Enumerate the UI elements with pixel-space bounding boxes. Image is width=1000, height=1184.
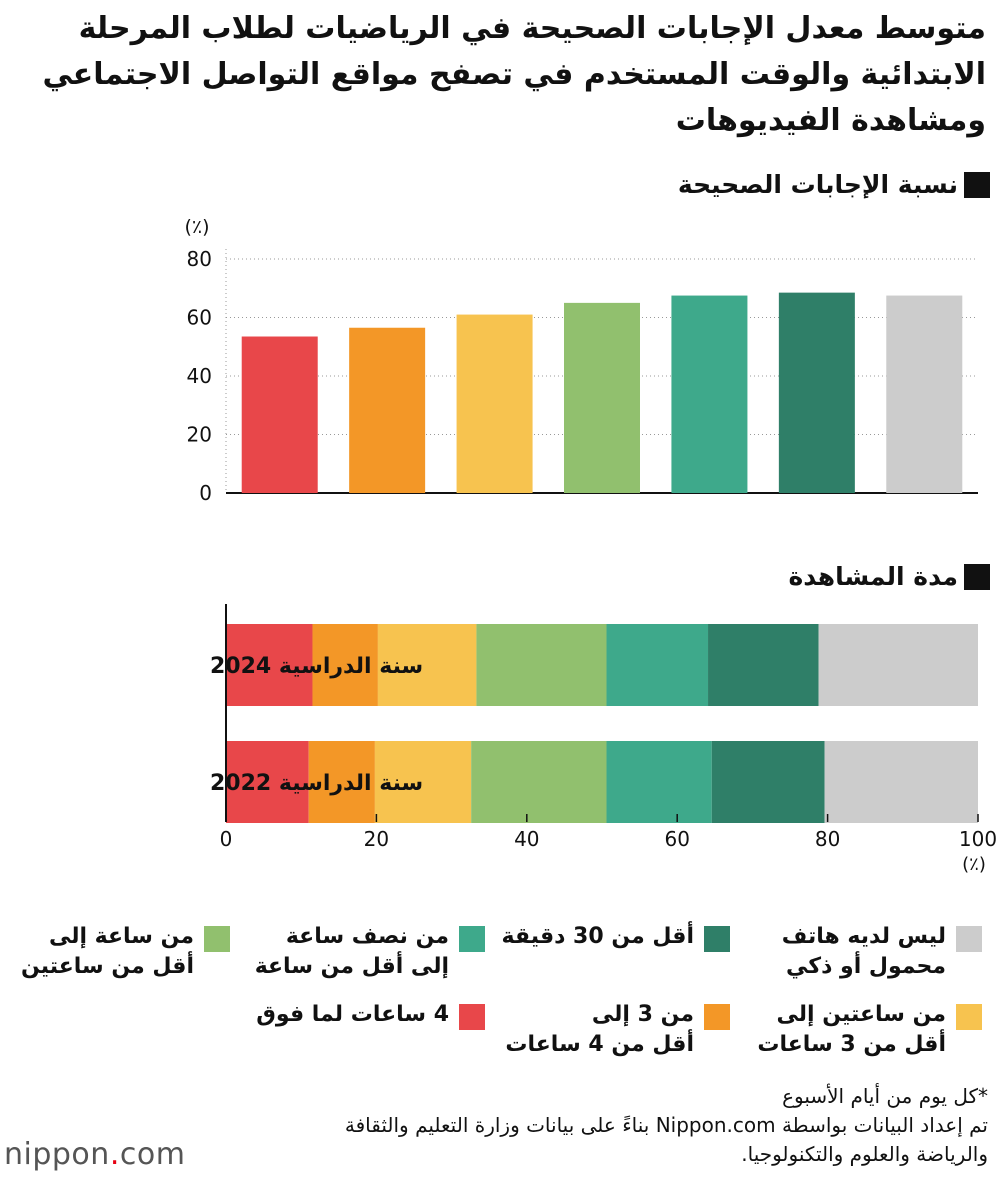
section-title-correct-rate-label: نسبة الإجابات الصحيحة	[677, 170, 958, 199]
legend-label: من ساعتين إلى أقل من 3 ساعات	[757, 1002, 946, 1057]
bar	[886, 295, 963, 493]
legend-label: من ساعة إلى أقل من ساعتين	[20, 924, 194, 979]
legend-label: 4 ساعات لما فوق	[256, 1002, 449, 1027]
bar	[778, 292, 855, 493]
legend: ليس لديه هاتف محمول أو ذكي أقل من 30 دقيق…	[0, 922, 1000, 1072]
legend-swatch	[704, 926, 730, 952]
legend-item: 4 ساعات لما فوق	[256, 1000, 485, 1030]
bar	[456, 314, 533, 493]
legend-label: من 3 إلى أقل من 4 ساعات	[505, 1002, 694, 1057]
stacked-segment	[312, 624, 378, 706]
y-tick-label: 60	[187, 306, 212, 330]
x-tick-label: 100	[959, 827, 997, 851]
logo-dot: .	[109, 1137, 120, 1172]
legend-item: من 3 إلى أقل من 4 ساعات	[505, 1000, 730, 1060]
section-marker-icon	[964, 171, 990, 198]
notes: *كل يوم من أيام الأسبوع تم إعداد البيانا…	[288, 1082, 988, 1169]
bar	[671, 295, 748, 493]
stacked-segment	[374, 741, 472, 823]
logo-text-main: nippon	[4, 1137, 110, 1172]
y-unit-label: (٪)	[184, 216, 209, 238]
legend-swatch	[459, 926, 485, 952]
logo-text-suffix: com	[119, 1137, 186, 1172]
row-label: سنة الدراسية 2024	[210, 654, 423, 679]
section-title-viewing-time: مدة المشاهدة	[789, 562, 990, 591]
legend-item: أقل من 30 دقيقة	[502, 922, 730, 952]
bar	[241, 336, 318, 493]
stacked-segment	[824, 741, 978, 823]
x-tick-label: 80	[815, 827, 840, 851]
stacked-segment	[377, 624, 477, 706]
y-tick-label: 20	[187, 423, 212, 447]
y-tick-label: 40	[187, 364, 212, 388]
legend-label: من نصف ساعة إلى أقل من ساعة	[254, 924, 449, 979]
stacked-segment	[226, 624, 313, 706]
x-tick-label: 0	[220, 827, 233, 851]
stacked-segment	[708, 624, 819, 706]
footnote: *كل يوم من أيام الأسبوع	[782, 1084, 988, 1108]
stacked-segment	[308, 741, 375, 823]
legend-item: ليس لديه هاتف محمول أو ذكي	[782, 922, 982, 982]
legend-swatch	[459, 1004, 485, 1030]
legend-label: أقل من 30 دقيقة	[501, 924, 694, 949]
legend-swatch	[956, 1004, 982, 1030]
source-note: تم إعداد البيانات بواسطة Nippon.com بناء…	[344, 1113, 988, 1166]
bar	[349, 327, 426, 493]
stacked-segment	[606, 741, 712, 823]
y-axis: 0 20 40 60 80 (٪)	[184, 216, 227, 505]
x-tick-label: 60	[664, 827, 689, 851]
legend-item: من نصف ساعة إلى أقل من ساعة	[255, 922, 485, 982]
section-title-correct-rate: نسبة الإجابات الصحيحة	[678, 170, 990, 199]
y-tick-label: 0	[199, 481, 212, 505]
legend-item: من ساعتين إلى أقل من 3 ساعات	[757, 1000, 982, 1060]
legend-swatch	[204, 926, 230, 952]
viewing-time-stacked-chart: سنة الدراسية 2024 سنة الدراسية 2022 0 20 40 6…	[210, 604, 997, 875]
stacked-segment	[226, 741, 309, 823]
stacked-segment	[711, 741, 825, 823]
stacked-bar-series	[226, 624, 978, 823]
stacked-segment	[476, 624, 607, 706]
legend-label: ليس لديه هاتف محمول أو ذكي	[781, 924, 946, 979]
stacked-segment	[606, 624, 709, 706]
x-tick-label: 40	[514, 827, 539, 851]
bar	[564, 302, 640, 493]
legend-swatch	[704, 1004, 730, 1030]
chart-title: متوسط معدل الإجابات الصحيحة في الرياضيات…	[42, 11, 986, 138]
nippon-logo: nippon.com	[4, 1137, 185, 1172]
x-unit-label: (٪)	[962, 854, 986, 875]
y-tick-label: 80	[187, 247, 212, 271]
x-tick-label: 20	[364, 827, 389, 851]
bar-series	[241, 292, 963, 493]
correct-rate-bar-chart: 0 20 40 60 80 (٪)	[184, 216, 978, 505]
row-label: سنة الدراسية 2022	[210, 771, 423, 796]
section-marker-icon	[964, 563, 990, 590]
stacked-segment	[471, 741, 607, 823]
legend-swatch	[956, 926, 982, 952]
x-axis: سنة الدراسية 2024 سنة الدراسية 2022 0 20 40 6…	[210, 604, 997, 875]
section-title-viewing-time-label: مدة المشاهدة	[788, 562, 958, 591]
stacked-segment	[818, 624, 978, 706]
legend-item: من ساعة إلى أقل من ساعتين	[21, 922, 230, 982]
